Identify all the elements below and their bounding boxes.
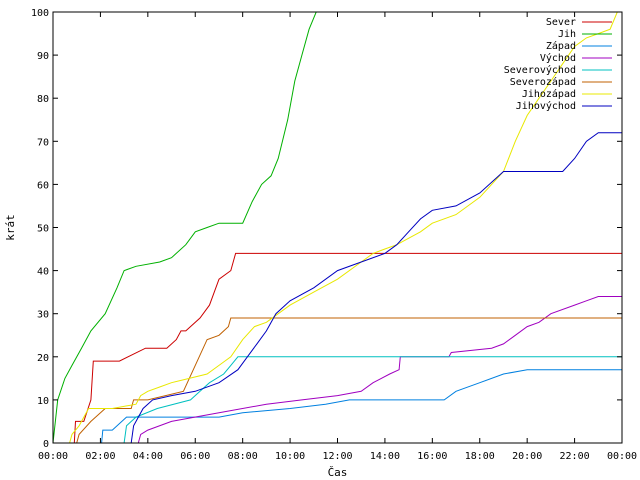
- y-tick-label: 40: [37, 267, 49, 278]
- y-tick-label: 0: [43, 439, 49, 450]
- legend-label: Jih: [558, 29, 576, 40]
- x-tick-label: 06:00: [180, 451, 210, 462]
- y-tick-label: 100: [31, 8, 49, 19]
- y-tick-label: 30: [37, 310, 49, 321]
- x-tick-label: 10:00: [275, 451, 305, 462]
- series-line-5: [76, 317, 622, 444]
- legend-label: Sever: [546, 17, 576, 28]
- series-line-2: [101, 369, 622, 444]
- series-line-0: [73, 252, 622, 444]
- x-tick-label: 18:00: [465, 451, 495, 462]
- x-tick-label: 20:00: [512, 451, 542, 462]
- legend-label: Západ: [546, 40, 576, 52]
- legend-label: Severozápad: [510, 76, 576, 88]
- series-line-4: [123, 356, 622, 444]
- y-tick-label: 70: [37, 137, 49, 148]
- legend-label: Jihovýchod: [516, 100, 576, 112]
- y-tick-label: 20: [37, 353, 49, 364]
- x-tick-label: 14:00: [370, 451, 400, 462]
- legend-label: Východ: [540, 52, 576, 64]
- tick-layer: 00:00 02:00 04:00 06:00 08:00 10:00 12:00 14:00…: [31, 8, 637, 462]
- x-tick-label: 12:00: [322, 451, 352, 462]
- y-tick-label: 10: [37, 396, 49, 407]
- x-axis-title: Čas: [328, 466, 348, 479]
- y-tick-label: 50: [37, 224, 49, 235]
- y-tick-label: 60: [37, 180, 49, 191]
- x-tick-label: 22:00: [560, 451, 590, 462]
- y-tick-label: 90: [37, 51, 49, 62]
- x-tick-label: 00:00: [38, 451, 68, 462]
- series-layer: [52, 11, 622, 444]
- x-tick-label: 02:00: [85, 451, 115, 462]
- x-tick-label: 04:00: [133, 451, 163, 462]
- x-tick-label: 08:00: [228, 451, 258, 462]
- series-line-1: [52, 11, 622, 444]
- legend-label: Jihozápad: [522, 88, 576, 100]
- y-axis-title: krát: [4, 214, 17, 241]
- x-tick-label: 16:00: [417, 451, 447, 462]
- y-tick-label: 80: [37, 94, 49, 105]
- x-tick-label: 00:00: [607, 451, 637, 462]
- legend: SeverJihZápadVýchodSeverovýchodSeverozáp…: [504, 17, 612, 112]
- legend-label: Severovýchod: [504, 64, 576, 76]
- series-line-7: [130, 132, 622, 444]
